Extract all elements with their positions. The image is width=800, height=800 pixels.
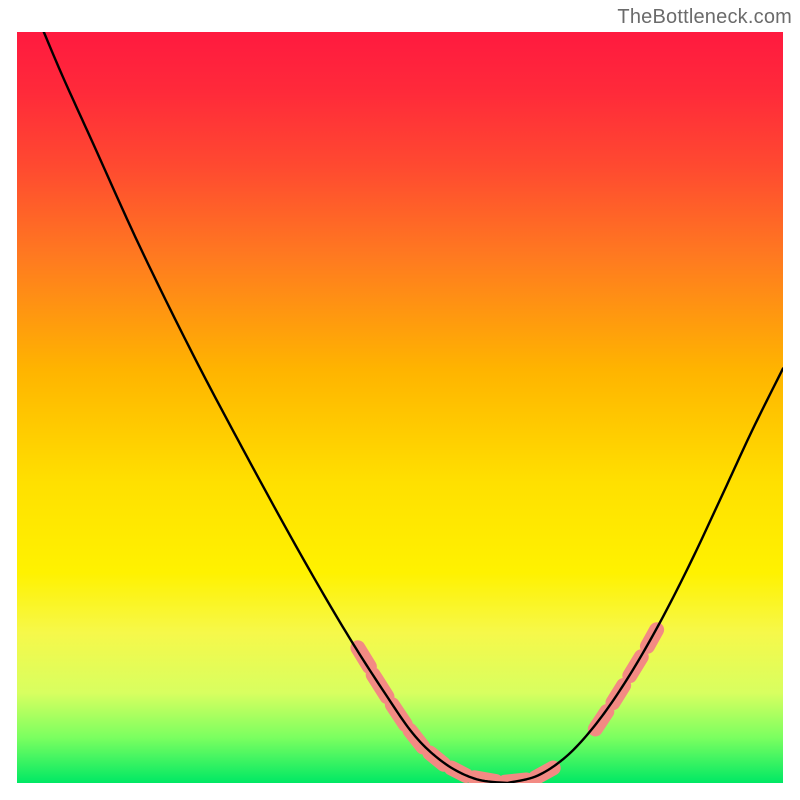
curve-layer (17, 32, 783, 783)
chart-container: TheBottleneck.com (0, 0, 800, 800)
dashed-highlight (358, 630, 657, 782)
plot-area (17, 32, 783, 783)
watermark-text: TheBottleneck.com (617, 6, 792, 29)
v-curve (44, 32, 783, 783)
